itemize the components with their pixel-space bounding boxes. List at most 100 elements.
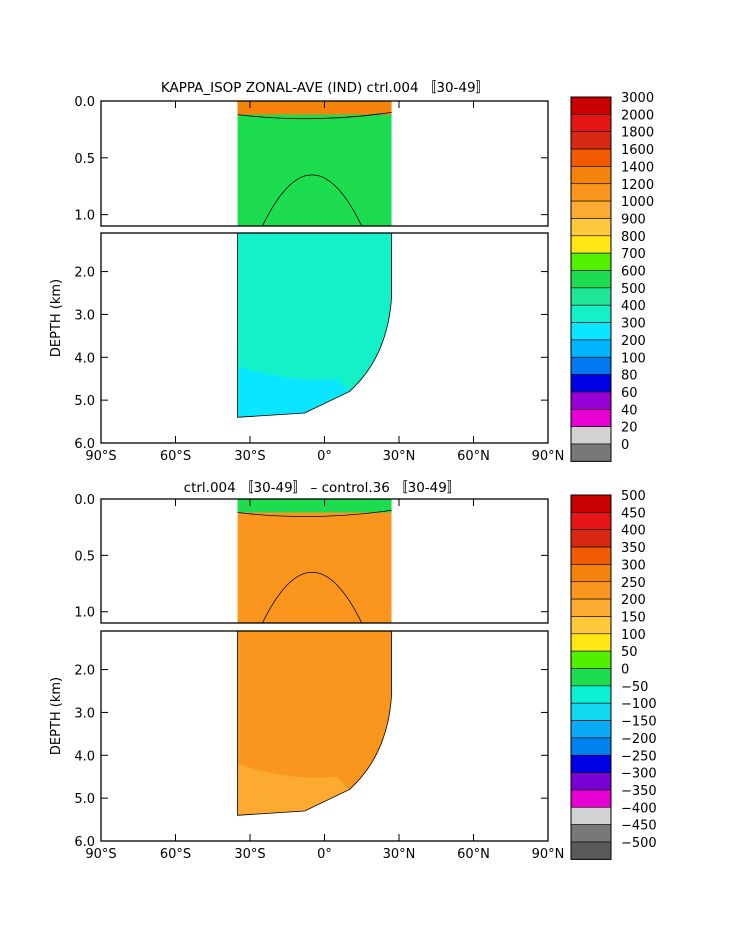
colorbar-swatch bbox=[570, 841, 612, 860]
y-tick-label: 5.0 bbox=[74, 394, 95, 409]
colorbar-label: 100 bbox=[621, 351, 646, 366]
upper-ocean-field bbox=[237, 499, 392, 623]
colorbar-swatch bbox=[570, 235, 612, 254]
colorbar-swatch bbox=[570, 616, 612, 635]
colorbar-swatch bbox=[570, 529, 612, 548]
x-tick-label: 60°N bbox=[457, 449, 490, 464]
x-tick-label: 60°S bbox=[160, 847, 191, 862]
colorbar-label: 800 bbox=[621, 230, 646, 245]
colorbar-label: 1200 bbox=[621, 178, 654, 193]
colorbar-swatch bbox=[570, 426, 612, 445]
upper-ocean-field bbox=[237, 101, 392, 226]
colorbar-swatch bbox=[570, 218, 612, 237]
colorbar-frame bbox=[570, 494, 612, 860]
colorbar-swatch bbox=[570, 650, 612, 669]
colorbar-swatch bbox=[570, 322, 612, 341]
deep-ocean-field bbox=[237, 233, 392, 418]
colorbar-swatch bbox=[570, 546, 612, 565]
x-tick-label: 90°N bbox=[532, 847, 565, 862]
colorbar-label: 50 bbox=[621, 645, 638, 660]
colorbar-swatch bbox=[570, 356, 612, 375]
colorbar-label: 1000 bbox=[621, 195, 654, 210]
deep-ocean-field bbox=[237, 631, 392, 816]
colorbar-swatch bbox=[570, 754, 612, 773]
contour-line bbox=[237, 509, 392, 517]
colorbar-label: 300 bbox=[621, 317, 646, 332]
colorbar-label: −150 bbox=[621, 715, 657, 730]
colorbar-label: 400 bbox=[621, 299, 646, 314]
colorbar-label: 150 bbox=[621, 610, 646, 625]
bottom-layer bbox=[237, 365, 350, 418]
colorbar-swatch bbox=[570, 564, 612, 583]
colorbar-label: 3000 bbox=[621, 91, 654, 106]
colorbar-label: −450 bbox=[621, 819, 657, 834]
colorbar-swatch bbox=[570, 806, 612, 825]
colorbar-swatch bbox=[570, 287, 612, 306]
surface-layer bbox=[237, 499, 392, 513]
x-tick-label: 60°N bbox=[457, 847, 490, 862]
y-tick-label: 0.0 bbox=[74, 493, 95, 508]
x-tick-label: 60°S bbox=[160, 449, 191, 464]
colorbar-swatch bbox=[570, 512, 612, 530]
colorbar-label: 450 bbox=[621, 506, 646, 521]
colorbar-label: −250 bbox=[621, 749, 657, 764]
colorbar-label: 500 bbox=[621, 282, 646, 297]
colorbar-swatch bbox=[570, 270, 612, 289]
section-field bbox=[237, 101, 392, 418]
y-tick-label: 6.0 bbox=[74, 437, 95, 452]
contour-line bbox=[237, 630, 392, 816]
colorbar-label: 400 bbox=[621, 524, 646, 539]
colorbar-swatch bbox=[570, 772, 612, 791]
colorbar-label: −200 bbox=[621, 732, 657, 747]
x-tick-label: 30°N bbox=[383, 847, 416, 862]
colorbar-label: 600 bbox=[621, 265, 646, 280]
contour-line bbox=[237, 111, 392, 120]
colorbar-label: 250 bbox=[621, 576, 646, 591]
colorbar-swatch bbox=[570, 685, 612, 704]
x-tick-label: 90°S bbox=[85, 449, 116, 464]
colorbar-label: 0 bbox=[621, 438, 629, 453]
colorbar-swatch bbox=[570, 581, 612, 600]
x-tick-label: 30°N bbox=[383, 449, 416, 464]
y-tick-label: 5.0 bbox=[74, 792, 95, 807]
panel-title: KAPPA_ISOP ZONAL-AVE (IND) ctrl.004 〚30-… bbox=[161, 80, 489, 96]
top-panel: KAPPA_ISOP ZONAL-AVE (IND) ctrl.004 〚30-… bbox=[49, 80, 654, 464]
y-tick-label: 1.0 bbox=[74, 209, 95, 224]
colorbar-label: 100 bbox=[621, 628, 646, 643]
colorbar-swatch bbox=[570, 148, 612, 167]
colorbar-label: −50 bbox=[621, 680, 648, 695]
colorbar-label: −350 bbox=[621, 784, 657, 799]
colorbar-label: 700 bbox=[621, 247, 646, 262]
y-tick-label: 4.0 bbox=[74, 351, 95, 366]
y-tick-label: 3.0 bbox=[74, 706, 95, 721]
colorbar-label: 40 bbox=[621, 403, 638, 418]
colorbar-swatch bbox=[570, 668, 612, 687]
colorbar-swatch bbox=[570, 720, 612, 739]
x-tick-label: 0° bbox=[317, 449, 332, 464]
bottom-layer bbox=[237, 763, 350, 816]
colorbar-swatch bbox=[570, 304, 612, 323]
colorbar-frame bbox=[570, 96, 612, 462]
section-field bbox=[237, 499, 392, 816]
colorbar-swatch bbox=[570, 339, 612, 358]
colorbar-label: 60 bbox=[621, 386, 638, 401]
x-tick-label: 90°N bbox=[532, 449, 565, 464]
colorbar-swatch bbox=[570, 391, 612, 410]
contour-line bbox=[262, 571, 363, 624]
colorbar-swatch bbox=[570, 166, 612, 185]
colorbar-label: 1400 bbox=[621, 160, 654, 175]
colorbar-swatch bbox=[570, 702, 612, 721]
colorbar-swatch bbox=[570, 252, 612, 271]
colorbar-label: 200 bbox=[621, 334, 646, 349]
colorbar-label: −400 bbox=[621, 801, 657, 816]
y-tick-label: 2.0 bbox=[74, 266, 95, 281]
colorbar-swatch bbox=[570, 443, 612, 462]
colorbar-swatch bbox=[570, 824, 612, 843]
colorbar-label: 300 bbox=[621, 558, 646, 573]
colorbar-label: 1800 bbox=[621, 126, 654, 141]
y-tick-label: 3.0 bbox=[74, 308, 95, 323]
colorbar-swatch bbox=[570, 494, 612, 513]
colorbar-swatch bbox=[570, 598, 612, 617]
panel-title: ctrl.004 〚30-49〛 – control.36 〚30-49〛 bbox=[184, 480, 461, 496]
